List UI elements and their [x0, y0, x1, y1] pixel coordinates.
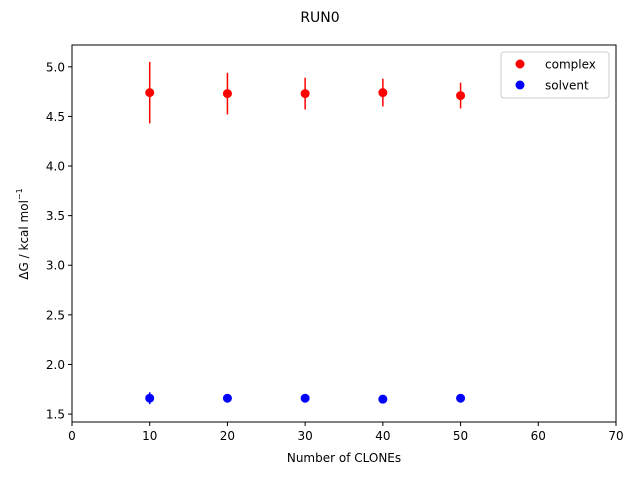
chart-title: RUN0 — [300, 10, 339, 26]
x-tick-label: 10 — [142, 429, 157, 443]
legend-label-complex: complex — [545, 58, 596, 72]
data-point-solvent — [300, 393, 310, 403]
axes-frame — [71, 44, 617, 423]
y-axis-label-main: ΔG / kcal mol — [17, 200, 31, 280]
x-tick-label: 20 — [220, 429, 235, 443]
data-point-complex — [378, 88, 388, 98]
y-tick-label: 3.5 — [46, 209, 65, 223]
data-point-complex — [300, 89, 310, 99]
x-tick-label: 50 — [453, 429, 468, 443]
data-point-solvent — [145, 393, 155, 403]
legend-label-solvent: solvent — [545, 79, 589, 93]
y-axis-label: ΔG / kcal mol−1 — [15, 188, 31, 279]
y-tick-label: 2.5 — [46, 308, 65, 322]
data-point-solvent — [378, 394, 388, 404]
x-axis-label: Number of CLONEs — [287, 451, 401, 465]
y-tick-label: 4.5 — [46, 110, 65, 124]
x-tick-label: 0 — [68, 429, 76, 443]
x-axis: 0 10 20 30 40 50 60 70 — [68, 422, 624, 443]
y-tick-label: 2.0 — [46, 358, 65, 372]
y-axis-label-superscript: −1 — [15, 188, 24, 200]
data-point-complex — [456, 91, 466, 101]
data-point-complex — [145, 88, 155, 98]
data-point-solvent — [456, 393, 466, 403]
y-tick-label: 4.0 — [46, 160, 65, 174]
y-tick-label: 5.0 — [46, 60, 65, 74]
x-tick-label: 30 — [298, 429, 313, 443]
legend: complex solvent — [500, 51, 610, 99]
legend-marker-solvent — [515, 80, 525, 90]
x-tick-label: 40 — [375, 429, 390, 443]
x-tick-label: 70 — [608, 429, 623, 443]
y-axis: 1.5 2.0 2.5 3.0 3.5 4.0 4.5 5.0 — [46, 60, 72, 422]
x-tick-label: 60 — [531, 429, 546, 443]
legend-box — [500, 51, 610, 99]
data-point-solvent — [222, 393, 232, 403]
legend-marker-complex — [515, 59, 525, 69]
data-point-complex — [222, 89, 232, 99]
y-tick-label: 3.0 — [46, 259, 65, 273]
y-tick-label: 1.5 — [46, 408, 65, 422]
plot-area — [145, 61, 466, 405]
